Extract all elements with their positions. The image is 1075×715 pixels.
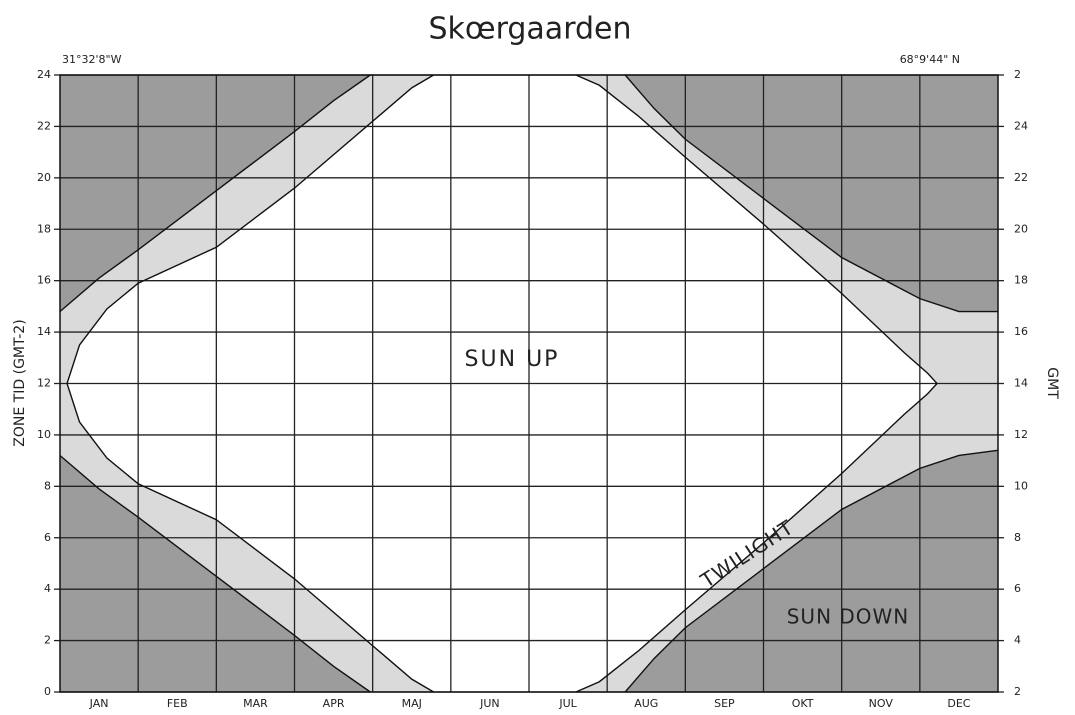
sun-up-label: SUN UP (465, 347, 560, 372)
y-tick-label: 14 (37, 325, 51, 338)
daylight-curve (624, 74, 998, 313)
y2-tick-label: 4 (1014, 634, 1021, 647)
x-tick-label: NOV (869, 697, 894, 710)
latitude: 68°9'44" N (900, 53, 960, 66)
daylight-curve (66, 74, 434, 384)
chart-title: Skœrgaarden (428, 12, 631, 47)
x-tick-label: AUG (634, 697, 658, 710)
y2-tick-label: 20 (1014, 222, 1028, 235)
y-tick-label: 10 (37, 428, 51, 441)
y2-tick-label: 14 (1014, 377, 1028, 390)
plot-frame (59, 74, 999, 693)
y2-tick-label: 6 (1014, 582, 1021, 595)
y2-tick-label: 18 (1014, 274, 1028, 287)
x-tick-label: FEB (167, 697, 188, 710)
daylight-curve (575, 383, 938, 693)
y-tick-label: 24 (37, 68, 51, 81)
x-tick-label: APR (323, 697, 345, 710)
daylight-curve (575, 74, 938, 384)
y2-tick-label: 12 (1014, 428, 1028, 441)
y-tick-label: 8 (44, 479, 51, 492)
y2-tick-label: 22 (1014, 171, 1028, 184)
y2-tick-label: 24 (1014, 119, 1028, 132)
daylight-curve (66, 383, 434, 693)
daylight-curve (624, 449, 999, 693)
y-tick-label: 4 (44, 582, 51, 595)
x-tick-label: OKT (792, 697, 814, 710)
y-tick-label: 16 (37, 274, 51, 287)
y2-tick-label: 2 (1014, 685, 1021, 698)
y-tick-label: 6 (44, 531, 51, 544)
x-tick-label: MAR (243, 697, 268, 710)
x-tick-label: JAN (89, 697, 109, 710)
x-tick-label: DEC (947, 697, 970, 710)
y2-tick-label: 10 (1014, 479, 1028, 492)
y2-tick-label: 8 (1014, 531, 1021, 544)
y-tick-label: 20 (37, 171, 51, 184)
x-tick-label: MAJ (402, 697, 422, 710)
y2-tick-label: 2 (1014, 68, 1021, 81)
y2-tick-label: 16 (1014, 325, 1028, 338)
y-axis-label: ZONE TID (GMT-2) (12, 319, 28, 446)
daylight-curve (59, 74, 371, 313)
y-tick-label: 2 (44, 634, 51, 647)
x-tick-label: JUL (558, 697, 577, 710)
x-tick-label: SEP (714, 697, 735, 710)
y-tick-label: 18 (37, 222, 51, 235)
y-tick-label: 22 (37, 119, 51, 132)
x-tick-label: JUN (479, 697, 500, 710)
y-tick-label: 0 (44, 685, 51, 698)
y-tick-label: 12 (37, 377, 51, 390)
y2-axis-label: GMT (1044, 367, 1060, 399)
daylight-curve (59, 454, 371, 693)
longitude: 31°32'8"W (62, 53, 122, 66)
sun-down-label: SUN DOWN (787, 605, 910, 629)
